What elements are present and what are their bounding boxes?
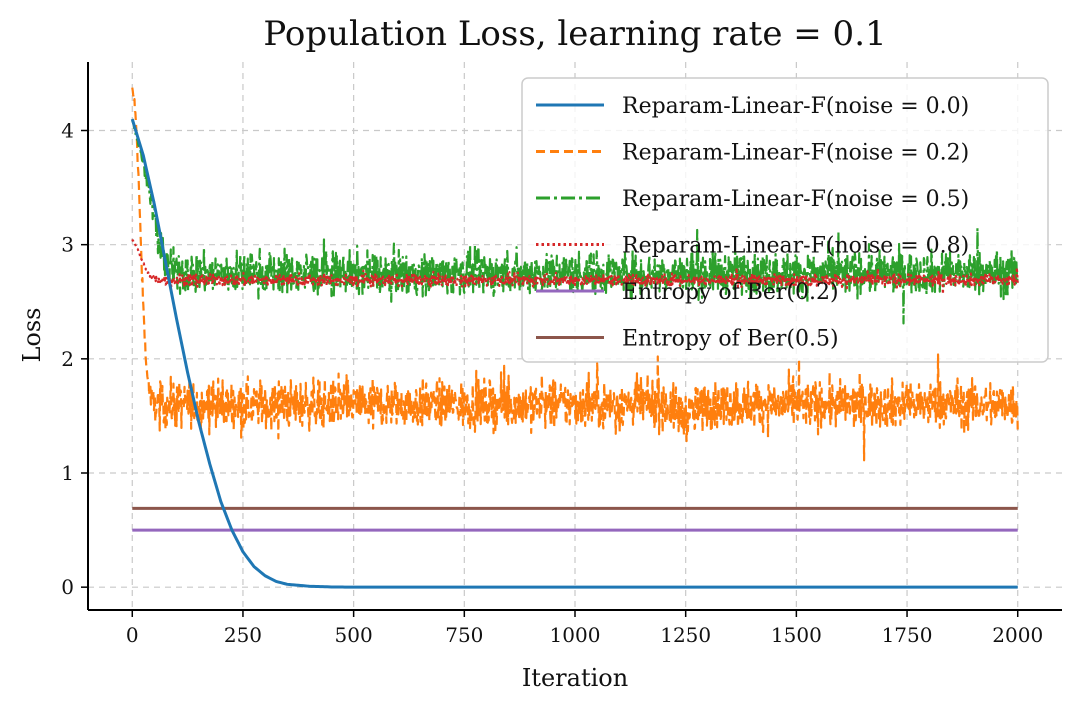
x-ticks: 0 250 500 750 1000 1250 1500 1750 2000 (126, 610, 1043, 647)
x-tick-label: 0 (126, 623, 139, 647)
legend-box-layer (521, 77, 1049, 363)
legend-label-reparam-linear-f-noise-0-2: Reparam-Linear-F(noise = 0.2) (622, 141, 969, 166)
plot-series (130, 87, 1019, 589)
x-tick-label: 2000 (992, 623, 1043, 647)
legend-label-reparam-linear-f-noise-0-5: Reparam-Linear-F(noise = 0.5) (622, 187, 969, 212)
chart-title: Population Loss, learning rate = 0.1 (263, 14, 886, 54)
legend-label-reparam-linear-f-noise-0-8: Reparam-Linear-F(noise = 0.8) (622, 234, 969, 259)
series-line-reparam-linear-f-noise-0-5 (131, 118, 1019, 325)
x-tick-label: 1250 (660, 623, 711, 647)
x-tick-label: 1000 (550, 623, 601, 647)
y-tick-label: 2 (61, 347, 74, 371)
x-tick-label: 1500 (771, 623, 822, 647)
x-tick-label: 750 (445, 623, 483, 647)
x-tick-label: 1750 (882, 623, 933, 647)
x-axis-label: Iteration (522, 664, 628, 692)
legend-label-entropy-of-ber-0-5: Entropy of Ber(0.5) (622, 327, 839, 352)
legend-label-reparam-linear-f-noise-0-0: Reparam-Linear-F(noise = 0.0) (622, 94, 969, 119)
y-tick-label: 1 (61, 461, 74, 485)
legend: Reparam-Linear-F(noise = 0.0) Reparam-Lin… (536, 94, 969, 352)
y-axis-label: Loss (18, 307, 46, 362)
y-tick-label: 4 (61, 119, 74, 143)
y-tick-label: 0 (61, 575, 74, 599)
series-line-reparam-linear-f-noise-0-2 (131, 87, 1019, 462)
series-line-reparam-linear-f-noise-0-8 (131, 239, 1019, 296)
x-tick-label: 500 (335, 623, 373, 647)
y-tick-label: 3 (61, 233, 74, 257)
y-ticks: 0 1 2 3 4 (61, 119, 88, 599)
x-tick-label: 250 (224, 623, 262, 647)
legend-box (521, 77, 1049, 363)
legend-label-entropy-of-ber-0-2: Entropy of Ber(0.2) (622, 280, 839, 305)
series-line-reparam-linear-f-noise-0-0 (130, 118, 1018, 589)
